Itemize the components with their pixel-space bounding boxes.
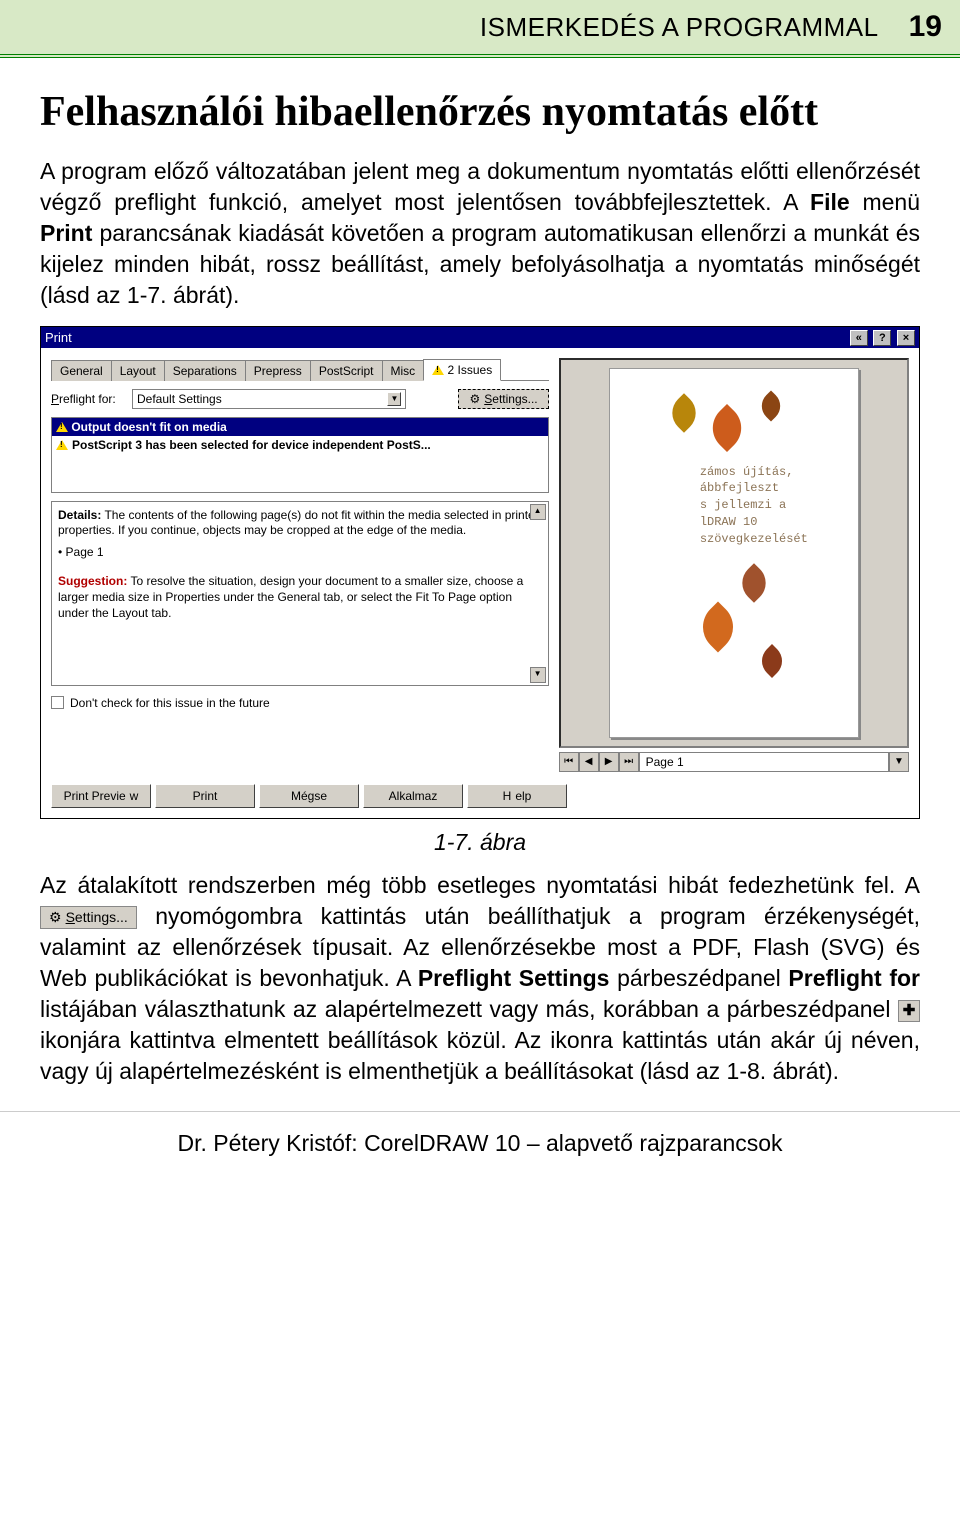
chapter-title: ISMERKEDÉS A PROGRAMMAL <box>480 12 879 43</box>
titlebar-close-button[interactable]: × <box>897 330 915 346</box>
tab-issues[interactable]: 2 Issues <box>423 359 501 381</box>
inline-settings-button: ⚙Settings... <box>40 906 137 929</box>
print-preview-button[interactable]: Print Preview <box>51 784 151 808</box>
section-title: Felhasználói hibaellenőrzés nyomtatás el… <box>40 88 920 136</box>
print-dialog: Print « ? × General Layout Separations P… <box>40 326 920 819</box>
warning-icon <box>56 422 68 432</box>
figure-caption: 1-7. ábra <box>40 829 920 856</box>
page-number: 19 <box>909 10 942 44</box>
titlebar-help-button[interactable]: ? <box>873 330 891 346</box>
leaf-icon <box>755 644 789 678</box>
print-button[interactable]: Print <box>155 784 255 808</box>
preview-pager: ⏮ ◀ ▶ ⏭ Page 1 ▼ <box>559 752 909 772</box>
apply-button[interactable]: Alkalmaz <box>363 784 463 808</box>
pager-first-button[interactable]: ⏮ <box>559 752 579 772</box>
scroll-up-icon[interactable]: ▲ <box>530 504 546 520</box>
preflight-for-combo[interactable]: Default Settings ▼ <box>132 389 406 409</box>
page-header: ISMERKEDÉS A PROGRAMMAL 19 <box>0 0 960 58</box>
dialog-button-row: Print Preview Print Mégse Alkalmaz Help <box>41 778 919 818</box>
pager-next-button[interactable]: ▶ <box>599 752 619 772</box>
slider-icon: ⚙ <box>49 908 62 927</box>
titlebar-back-button[interactable]: « <box>850 330 868 346</box>
tab-postscript[interactable]: PostScript <box>310 360 383 381</box>
paragraph-1: A program előző változatában jelent meg … <box>40 156 920 311</box>
page-footer: Dr. Pétery Kristóf: CorelDRAW 10 – alapv… <box>0 1111 960 1179</box>
tab-prepress[interactable]: Prepress <box>245 360 311 381</box>
scroll-down-icon[interactable]: ▼ <box>530 667 546 683</box>
print-preview-area: zámos újítás, ábbfejleszt s jellemzi a l… <box>559 358 909 748</box>
dont-check-checkbox[interactable]: Don't check for this issue in the future <box>51 696 549 710</box>
page-content: Felhasználói hibaellenőrzés nyomtatás el… <box>0 58 960 1097</box>
dialog-titlebar: Print « ? × <box>41 327 919 348</box>
preview-page: zámos újítás, ábbfejleszt s jellemzi a l… <box>609 368 859 738</box>
pager-dropdown-button[interactable]: ▼ <box>889 752 909 772</box>
tab-layout[interactable]: Layout <box>111 360 165 381</box>
inline-add-icon: ✚ <box>898 1000 920 1022</box>
checkbox-icon <box>51 696 64 709</box>
help-button[interactable]: Help <box>467 784 567 808</box>
preflight-for-label: Preflight for: <box>51 392 126 406</box>
details-page-line: • Page 1 <box>58 545 542 561</box>
leaf-icon <box>755 390 786 421</box>
issue-item-selected[interactable]: Output doesn't fit on media <box>52 418 548 436</box>
chevron-down-icon: ▼ <box>387 392 401 406</box>
slider-icon: ⚙ <box>469 392 480 406</box>
leaf-icon <box>734 563 774 603</box>
pager-label: Page 1 <box>639 752 889 772</box>
warning-icon <box>432 365 444 375</box>
details-box: Details: The contents of the following p… <box>51 501 549 686</box>
pager-last-button[interactable]: ⏭ <box>619 752 639 772</box>
warning-icon <box>56 440 68 450</box>
settings-button[interactable]: ⚙ Settings... <box>458 389 548 409</box>
leaf-icon <box>692 601 743 652</box>
cancel-button[interactable]: Mégse <box>259 784 359 808</box>
pager-prev-button[interactable]: ◀ <box>579 752 599 772</box>
tab-separations[interactable]: Separations <box>164 360 246 381</box>
tab-misc[interactable]: Misc <box>382 360 425 381</box>
issues-list[interactable]: Output doesn't fit on media PostScript 3… <box>51 417 549 493</box>
leaf-icon <box>703 403 751 451</box>
paragraph-2: Az átalakított rendszerben még több eset… <box>40 870 920 1087</box>
dialog-tabs: General Layout Separations Prepress Post… <box>51 358 549 381</box>
tab-general[interactable]: General <box>51 360 112 381</box>
dialog-title: Print <box>45 330 72 345</box>
issue-item[interactable]: PostScript 3 has been selected for devic… <box>52 436 548 454</box>
leaf-icon <box>664 393 704 433</box>
